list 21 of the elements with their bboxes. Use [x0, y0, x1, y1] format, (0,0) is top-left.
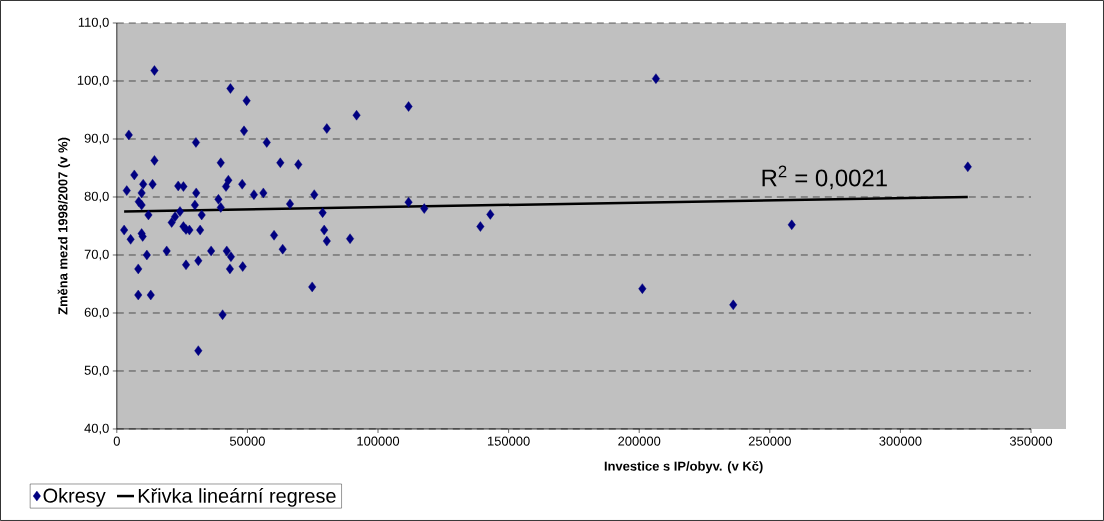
x-tick-label: 50000: [229, 436, 265, 446]
y-tick-label: 70,0: [84, 249, 109, 261]
legend-label: Křivka lineární regrese: [138, 487, 336, 507]
x-tick-label: 100000: [357, 436, 400, 446]
x-tick-label: 0: [113, 436, 120, 446]
y-tick-label: 110,0: [78, 17, 109, 29]
x-axis-title: Investice s IP/obyv. (v Kč): [604, 460, 763, 474]
x-tick-label: 350000: [1009, 436, 1053, 446]
y-axis-title: Změna mezd 1998/2007 (v %): [57, 137, 71, 315]
y-tick-label: 90,0: [84, 133, 109, 145]
y-tick-label: 80,0: [84, 191, 109, 203]
legend-label: Okresy: [43, 488, 106, 507]
y-tick-label: 100,0: [77, 75, 109, 87]
x-tick-label: 250000: [748, 436, 791, 446]
annotation: R$^{2}$ = 0,0021: [762, 165, 887, 190]
y-tick-label: 60,0: [84, 307, 109, 319]
x-tick-label: 200000: [618, 436, 661, 446]
x-tick-label: 300000: [879, 436, 922, 446]
x-tick-label: 150000: [487, 436, 530, 446]
y-tick-label: 40,0: [84, 423, 109, 435]
y-tick-label: 50,0: [84, 365, 109, 377]
